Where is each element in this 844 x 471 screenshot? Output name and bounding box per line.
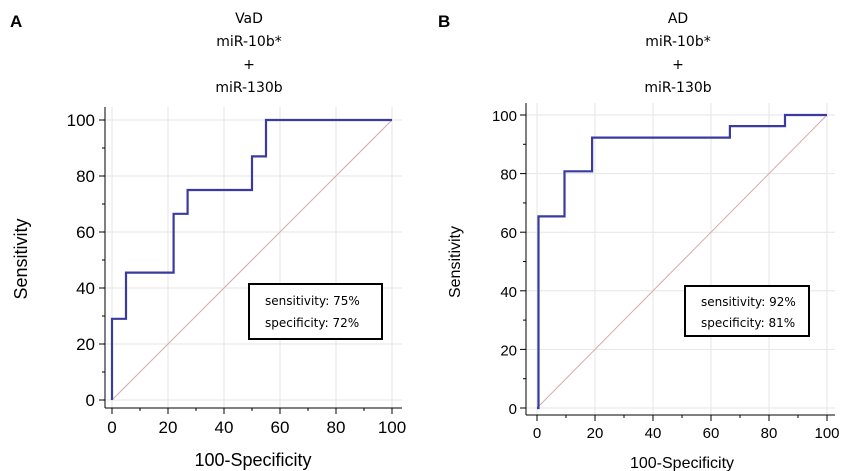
panel-a-ticks: 0 20 40 60 80 100 0 20 40 60 80 100 [67, 107, 406, 437]
panel-a-specificity-text: specificity: 72% [265, 316, 359, 330]
panel-a-y-tick-label-0: 0 [86, 391, 95, 410]
panel-b-x-axis-label: 100-Specificity [630, 455, 734, 471]
panel-b-annotation-box: sensitivity: 92% specificity: 81% [684, 285, 810, 337]
panel-a-sensitivity-text: sensitivity: 75% [265, 294, 360, 308]
panel-a-title-line-1: VaD [235, 11, 263, 27]
panel-a-y-tick-label-60: 60 [76, 223, 95, 242]
panel-a: A VaD miR-10b* + miR-130b 0 20 40 60 80 100 0 2… [10, 11, 406, 470]
panel-b-grid [526, 103, 835, 415]
panel-a-x-tick-label-0: 0 [107, 418, 116, 437]
panel-b-y-axis-label: Sensitivity [447, 226, 464, 298]
panel-a-roc-curve [110, 118, 392, 400]
panel-a-y-tick-label-100: 100 [67, 111, 95, 130]
panel-b-y-tick-label-20: 20 [500, 342, 517, 359]
panel-a-y-tick-label-80: 80 [76, 167, 95, 186]
panel-a-x-tick-label-20: 20 [159, 418, 178, 437]
panel-a-x-tick-label-80: 80 [327, 418, 346, 437]
panel-b-letter: B [438, 12, 450, 31]
panel-a-x-axis-label: 100-Specificity [194, 450, 311, 470]
panel-b-roc-curve [537, 113, 827, 410]
panel-a-title-line-2: miR-10b* [216, 34, 281, 50]
panel-b-y-tick-label-60: 60 [500, 225, 517, 242]
panel-b-y-tick-label-80: 80 [500, 167, 517, 184]
panel-a-title-line-4: miR-130b [215, 80, 282, 96]
panel-a-reference-diagonal [111, 119, 393, 401]
panel-a-x-tick-label-60: 60 [271, 418, 290, 437]
panel-b-title-line-2: miR-10b* [645, 34, 710, 50]
panel-b-x-tick-label-0: 0 [533, 425, 541, 442]
panel-a-y-axis-label: Sensitivity [11, 218, 31, 299]
panel-b-series [536, 113, 828, 410]
panel-b-title-line-3: + [672, 57, 684, 73]
panel-b-reference-diagonal [536, 114, 828, 409]
panel-b-x-tick-label-100: 100 [814, 425, 839, 442]
panel-a-x-tick-label-100: 100 [378, 418, 406, 437]
panel-b-ticks: 0 20 40 60 80 100 0 20 40 60 80 100 [492, 103, 840, 442]
panel-b-specificity-text: specificity: 81% [701, 316, 795, 330]
panel-b-y-tick-label-40: 40 [500, 284, 517, 301]
panel-b-x-tick-label-40: 40 [645, 425, 662, 442]
panel-a-y-tick-label-40: 40 [76, 279, 95, 298]
panel-b-y-tick-label-100: 100 [492, 108, 517, 125]
panel-b: B AD miR-10b* + miR-130b 0 20 40 60 80 100 0 20… [438, 11, 840, 471]
panel-a-letter: A [10, 12, 22, 31]
panel-a-y-tick-label-20: 20 [76, 335, 95, 354]
panel-b-title-line-1: AD [668, 11, 688, 27]
panel-b-x-tick-label-80: 80 [761, 425, 778, 442]
panel-a-annotation-box: sensitivity: 75% specificity: 72% [248, 283, 383, 340]
panel-a-series [110, 118, 393, 401]
panel-b-x-tick-label-60: 60 [703, 425, 720, 442]
panel-b-sensitivity-text: sensitivity: 92% [701, 295, 796, 309]
panel-b-y-tick-label-0: 0 [509, 401, 517, 418]
panel-a-title-line-3: + [243, 57, 255, 73]
panel-b-x-tick-label-20: 20 [587, 425, 604, 442]
panel-b-title-line-4: miR-130b [644, 80, 711, 96]
panel-a-x-tick-label-40: 40 [215, 418, 234, 437]
